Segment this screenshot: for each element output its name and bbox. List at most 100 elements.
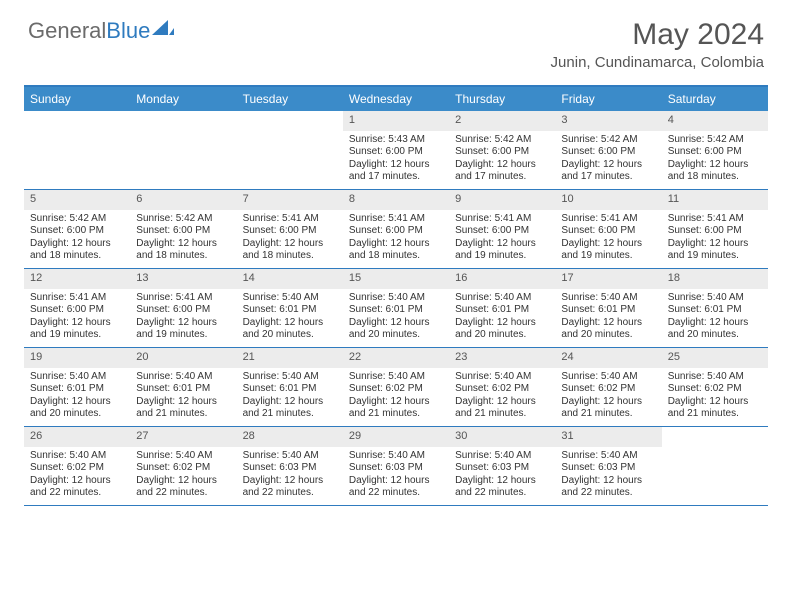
cell-line: Sunrise: 5:40 AM [455, 371, 549, 384]
cell-body: Sunrise: 5:42 AMSunset: 6:00 PMDaylight:… [24, 210, 130, 267]
day-number: 17 [555, 269, 661, 289]
cell-line: Sunrise: 5:40 AM [561, 292, 655, 305]
calendar-cell: 3Sunrise: 5:42 AMSunset: 6:00 PMDaylight… [555, 111, 661, 189]
cell-line: Sunrise: 5:40 AM [349, 371, 443, 384]
cell-line: Daylight: 12 hours and 19 minutes. [455, 238, 549, 263]
cell-line: Sunset: 6:00 PM [136, 225, 230, 238]
calendar-cell: 31Sunrise: 5:40 AMSunset: 6:03 PMDayligh… [555, 427, 661, 505]
cell-body: Sunrise: 5:40 AMSunset: 6:01 PMDaylight:… [449, 289, 555, 346]
cell-line: Sunset: 6:03 PM [561, 462, 655, 475]
cell-line: Sunset: 6:00 PM [243, 225, 337, 238]
day-number: 29 [343, 427, 449, 447]
cell-body: Sunrise: 5:40 AMSunset: 6:02 PMDaylight:… [24, 447, 130, 504]
calendar-cell: 18Sunrise: 5:40 AMSunset: 6:01 PMDayligh… [662, 269, 768, 347]
day-number: 6 [130, 190, 236, 210]
cell-line: Sunrise: 5:43 AM [349, 134, 443, 147]
calendar-cell: 10Sunrise: 5:41 AMSunset: 6:00 PMDayligh… [555, 190, 661, 268]
cell-line: Sunrise: 5:42 AM [455, 134, 549, 147]
day-number: 1 [343, 111, 449, 131]
week-row: 19Sunrise: 5:40 AMSunset: 6:01 PMDayligh… [24, 348, 768, 427]
cell-body: Sunrise: 5:40 AMSunset: 6:02 PMDaylight:… [343, 368, 449, 425]
cell-body: Sunrise: 5:42 AMSunset: 6:00 PMDaylight:… [449, 131, 555, 188]
cell-line: Daylight: 12 hours and 22 minutes. [561, 475, 655, 500]
logo-text-gray: General [28, 18, 106, 44]
calendar-cell: 7Sunrise: 5:41 AMSunset: 6:00 PMDaylight… [237, 190, 343, 268]
cell-line: Sunset: 6:03 PM [455, 462, 549, 475]
cell-line: Daylight: 12 hours and 20 minutes. [243, 317, 337, 342]
cell-line: Daylight: 12 hours and 22 minutes. [455, 475, 549, 500]
cell-line: Daylight: 12 hours and 20 minutes. [455, 317, 549, 342]
day-number: 26 [24, 427, 130, 447]
header: GeneralBlue May 2024 Junin, Cundinamarca… [0, 0, 792, 79]
week-row: 26Sunrise: 5:40 AMSunset: 6:02 PMDayligh… [24, 427, 768, 506]
cell-line: Daylight: 12 hours and 20 minutes. [561, 317, 655, 342]
cell-line: Sunrise: 5:40 AM [243, 292, 337, 305]
cell-line: Sunset: 6:00 PM [30, 225, 124, 238]
cell-body: Sunrise: 5:40 AMSunset: 6:03 PMDaylight:… [237, 447, 343, 504]
day-number: 18 [662, 269, 768, 289]
day-number: 11 [662, 190, 768, 210]
calendar-cell: 14Sunrise: 5:40 AMSunset: 6:01 PMDayligh… [237, 269, 343, 347]
calendar-cell: 24Sunrise: 5:40 AMSunset: 6:02 PMDayligh… [555, 348, 661, 426]
cell-body: Sunrise: 5:40 AMSunset: 6:01 PMDaylight:… [343, 289, 449, 346]
day-header-cell: Sunday [24, 87, 130, 111]
cell-line: Sunset: 6:00 PM [30, 304, 124, 317]
day-number: 25 [662, 348, 768, 368]
day-number: 24 [555, 348, 661, 368]
cell-body: Sunrise: 5:40 AMSunset: 6:02 PMDaylight:… [555, 368, 661, 425]
cell-line: Daylight: 12 hours and 19 minutes. [30, 317, 124, 342]
cell-line: Daylight: 12 hours and 22 minutes. [243, 475, 337, 500]
cell-line: Sunset: 6:02 PM [349, 383, 443, 396]
month-title: May 2024 [551, 18, 764, 52]
day-number: 3 [555, 111, 661, 131]
day-number: 15 [343, 269, 449, 289]
day-number: 23 [449, 348, 555, 368]
week-row: 5Sunrise: 5:42 AMSunset: 6:00 PMDaylight… [24, 190, 768, 269]
calendar-cell: 23Sunrise: 5:40 AMSunset: 6:02 PMDayligh… [449, 348, 555, 426]
cell-body: Sunrise: 5:42 AMSunset: 6:00 PMDaylight:… [555, 131, 661, 188]
cell-line: Sunset: 6:01 PM [30, 383, 124, 396]
cell-line: Sunrise: 5:41 AM [561, 213, 655, 226]
cell-body [237, 131, 343, 138]
calendar-cell: 6Sunrise: 5:42 AMSunset: 6:00 PMDaylight… [130, 190, 236, 268]
day-number: 22 [343, 348, 449, 368]
cell-line: Sunrise: 5:40 AM [455, 292, 549, 305]
day-number: 21 [237, 348, 343, 368]
calendar-cell: 9Sunrise: 5:41 AMSunset: 6:00 PMDaylight… [449, 190, 555, 268]
day-number: 16 [449, 269, 555, 289]
cell-line: Sunset: 6:00 PM [668, 146, 762, 159]
day-number: 20 [130, 348, 236, 368]
calendar-cell: 12Sunrise: 5:41 AMSunset: 6:00 PMDayligh… [24, 269, 130, 347]
cell-line: Sunrise: 5:40 AM [349, 450, 443, 463]
cell-line: Sunset: 6:03 PM [349, 462, 443, 475]
calendar-cell: 11Sunrise: 5:41 AMSunset: 6:00 PMDayligh… [662, 190, 768, 268]
cell-line: Sunrise: 5:41 AM [243, 213, 337, 226]
cell-line: Sunset: 6:01 PM [455, 304, 549, 317]
logo-text-blue: Blue [106, 18, 150, 44]
cell-line: Sunset: 6:03 PM [243, 462, 337, 475]
cell-line: Daylight: 12 hours and 21 minutes. [243, 396, 337, 421]
cell-body: Sunrise: 5:41 AMSunset: 6:00 PMDaylight:… [662, 210, 768, 267]
day-number: 14 [237, 269, 343, 289]
calendar-cell: 22Sunrise: 5:40 AMSunset: 6:02 PMDayligh… [343, 348, 449, 426]
cell-line: Daylight: 12 hours and 19 minutes. [136, 317, 230, 342]
cell-line: Sunrise: 5:40 AM [668, 292, 762, 305]
calendar-cell: 30Sunrise: 5:40 AMSunset: 6:03 PMDayligh… [449, 427, 555, 505]
calendar-cell: 20Sunrise: 5:40 AMSunset: 6:01 PMDayligh… [130, 348, 236, 426]
day-number: 9 [449, 190, 555, 210]
cell-line: Sunrise: 5:40 AM [30, 371, 124, 384]
cell-body: Sunrise: 5:40 AMSunset: 6:03 PMDaylight:… [343, 447, 449, 504]
cell-body: Sunrise: 5:40 AMSunset: 6:02 PMDaylight:… [449, 368, 555, 425]
calendar-cell: 26Sunrise: 5:40 AMSunset: 6:02 PMDayligh… [24, 427, 130, 505]
day-number: 2 [449, 111, 555, 131]
cell-line: Daylight: 12 hours and 19 minutes. [668, 238, 762, 263]
cell-body: Sunrise: 5:41 AMSunset: 6:00 PMDaylight:… [343, 210, 449, 267]
day-number [24, 111, 130, 131]
calendar-cell: 13Sunrise: 5:41 AMSunset: 6:00 PMDayligh… [130, 269, 236, 347]
day-number: 27 [130, 427, 236, 447]
cell-line: Daylight: 12 hours and 21 minutes. [349, 396, 443, 421]
cell-body: Sunrise: 5:41 AMSunset: 6:00 PMDaylight:… [449, 210, 555, 267]
day-number [662, 427, 768, 447]
cell-body: Sunrise: 5:40 AMSunset: 6:01 PMDaylight:… [237, 368, 343, 425]
calendar-cell: 19Sunrise: 5:40 AMSunset: 6:01 PMDayligh… [24, 348, 130, 426]
